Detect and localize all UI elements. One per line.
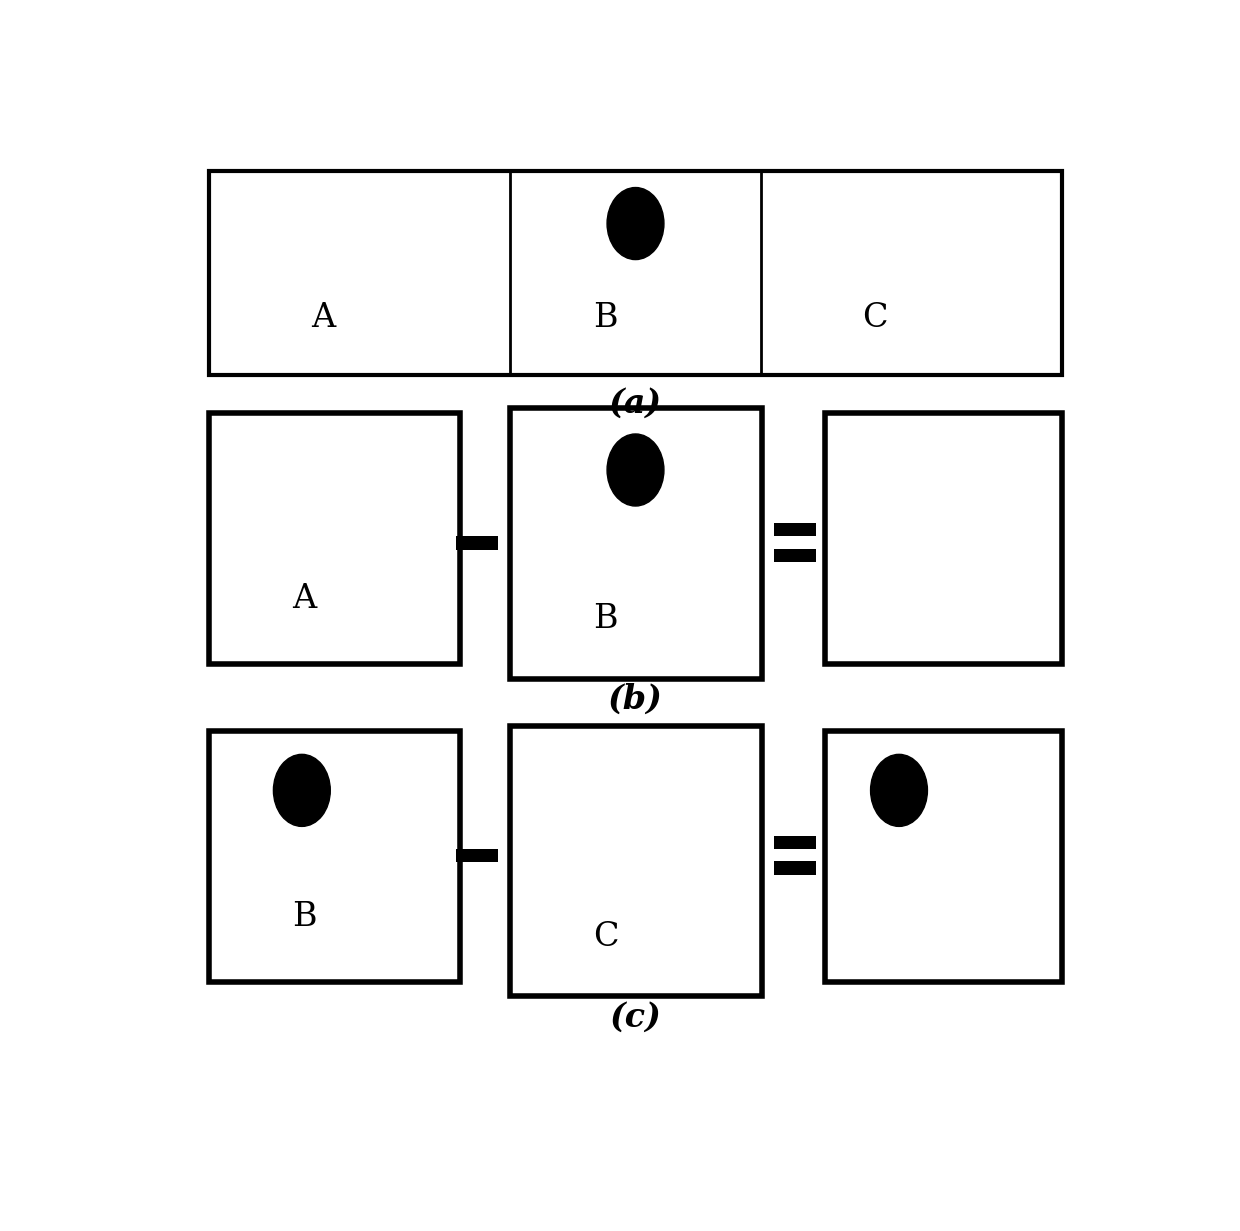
Bar xyxy=(825,731,1061,982)
Ellipse shape xyxy=(273,755,330,826)
Text: B: B xyxy=(594,603,618,635)
Text: B: B xyxy=(293,901,316,933)
Text: C: C xyxy=(593,921,619,953)
Text: C: C xyxy=(862,302,888,334)
Ellipse shape xyxy=(608,187,663,260)
Bar xyxy=(210,414,460,665)
Bar xyxy=(210,731,460,982)
Bar xyxy=(210,171,1061,375)
Text: A: A xyxy=(311,302,336,334)
Text: (b): (b) xyxy=(608,683,663,716)
Bar xyxy=(825,414,1061,665)
Text: A: A xyxy=(293,583,316,616)
Ellipse shape xyxy=(608,435,663,506)
Bar xyxy=(774,836,816,849)
Text: (c): (c) xyxy=(610,1001,661,1033)
Bar xyxy=(774,549,816,561)
Bar xyxy=(511,726,761,996)
Bar xyxy=(511,409,761,678)
Bar xyxy=(774,862,816,875)
Bar xyxy=(774,523,816,537)
Text: (a): (a) xyxy=(609,387,662,420)
Ellipse shape xyxy=(870,755,928,826)
Bar xyxy=(456,849,498,863)
Text: B: B xyxy=(593,302,618,334)
Bar xyxy=(456,537,498,549)
